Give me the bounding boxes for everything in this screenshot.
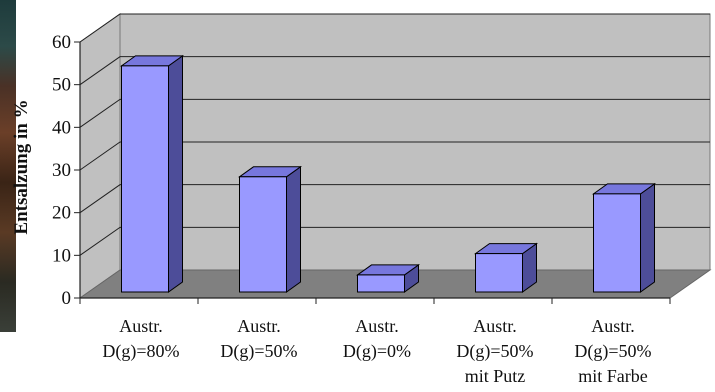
y-tick-labels: 0 10 20 30 40 50 60 (52, 32, 71, 309)
bar-side (168, 54, 183, 293)
x-category-label: Austr. (355, 316, 399, 336)
x-category-label: D(g)=80% (102, 341, 179, 362)
y-tick-label: 30 (52, 160, 71, 181)
x-category-label: mit Putz (465, 366, 526, 386)
gridline (79, 56, 710, 86)
bar-front (121, 65, 169, 293)
bar (119, 54, 185, 293)
y-tick-label: 60 (52, 32, 71, 53)
chart-bars (119, 54, 657, 293)
x-category-label: Austr. (237, 316, 281, 336)
bar (473, 242, 539, 293)
background-photo-strip (0, 0, 16, 332)
x-category-label: D(g)=50% (456, 341, 533, 362)
x-category-label: Austr. (473, 316, 517, 336)
bar (237, 165, 303, 293)
gridline (79, 226, 710, 256)
bar-side (286, 165, 301, 293)
x-category-label: Austr. (119, 316, 163, 336)
y-tick-label: 40 (52, 117, 71, 138)
y-tick-label: 20 (52, 203, 71, 224)
x-category-label: D(g)=50% (574, 341, 651, 362)
bar-front (475, 253, 523, 293)
chart-gridlines (79, 13, 710, 256)
bar (355, 263, 421, 293)
gridline (79, 184, 710, 214)
bar-front (357, 274, 405, 293)
chart-axes (74, 41, 671, 304)
x-category-labels: Austr. D(g)=80% Austr. D(g)=50% Austr. D(g)=0… (102, 316, 651, 386)
x-category-label: Austr. (591, 316, 635, 336)
bar-front (593, 193, 641, 293)
gridline (79, 98, 710, 128)
y-tick-label: 50 (52, 75, 71, 96)
y-tick-label: 10 (52, 245, 71, 266)
bar-side (640, 182, 655, 293)
x-category-label: D(g)=0% (343, 341, 411, 362)
bar-front (239, 176, 287, 293)
x-category-label: D(g)=50% (220, 341, 297, 362)
gridline (79, 141, 710, 171)
bar (591, 182, 657, 293)
x-category-label: mit Farbe (578, 366, 648, 386)
y-tick-label: 0 (62, 288, 72, 309)
gridline (79, 13, 710, 43)
